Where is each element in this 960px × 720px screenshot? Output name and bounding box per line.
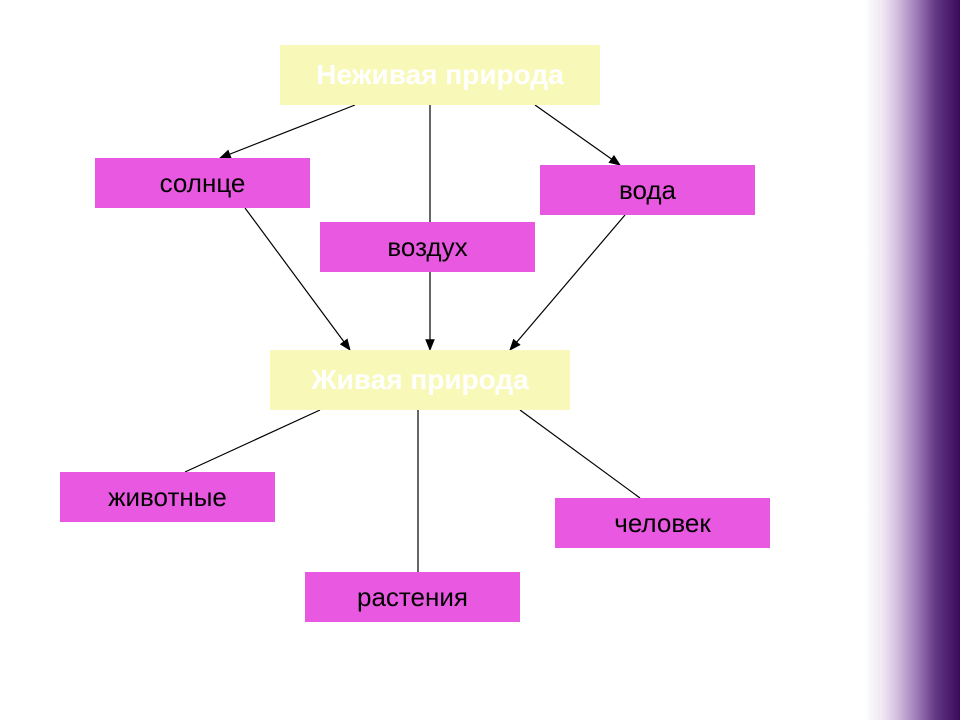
node-living-nature: Живая природа <box>270 350 570 410</box>
node-water: вода <box>540 165 755 215</box>
node-label: Живая природа <box>311 364 528 396</box>
node-plants: растения <box>305 572 520 622</box>
node-label: вода <box>619 175 676 206</box>
node-nonliving-nature: Неживая природа <box>280 45 600 105</box>
node-animals: животные <box>60 472 275 522</box>
node-label: растения <box>357 582 468 613</box>
decorative-gradient-panel <box>880 0 960 720</box>
node-air: воздух <box>320 222 535 272</box>
node-label: Неживая природа <box>316 59 563 91</box>
node-label: животные <box>108 482 227 513</box>
node-label: человек <box>614 508 710 539</box>
node-label: солнце <box>160 168 246 199</box>
node-label: воздух <box>387 232 467 263</box>
node-human: человек <box>555 498 770 548</box>
node-sun: солнце <box>95 158 310 208</box>
